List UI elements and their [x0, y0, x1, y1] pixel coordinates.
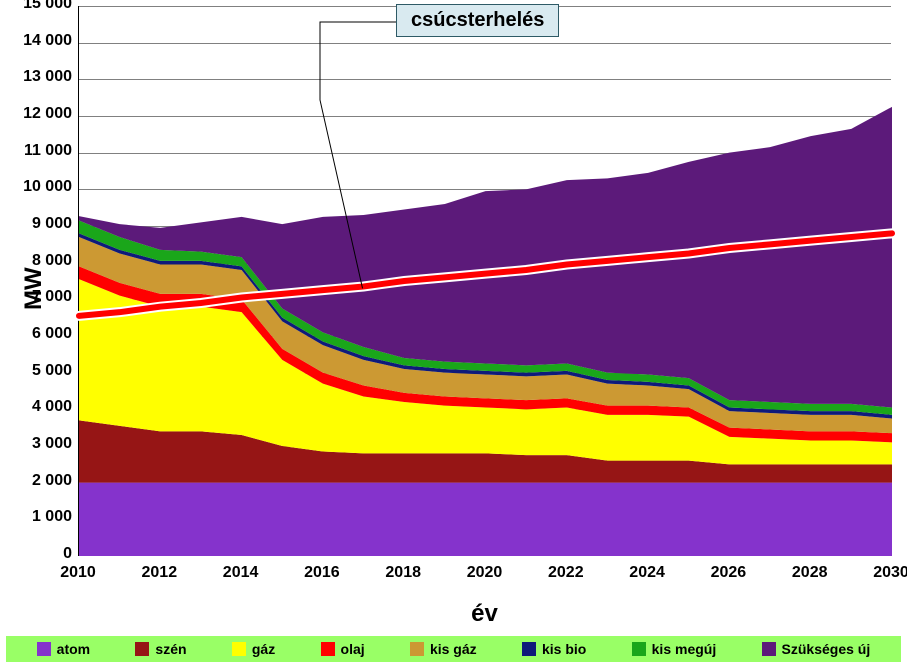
y-tick-label: 14 000 [2, 32, 72, 50]
legend-label: kis gáz [430, 641, 477, 657]
x-tick-label: 2018 [373, 564, 433, 582]
x-tick-label: 2020 [455, 564, 515, 582]
legend-swatch-icon [37, 642, 51, 656]
y-tick-label: 2 000 [2, 472, 72, 490]
x-tick-label: 2024 [617, 564, 677, 582]
legend-item-olaj: olaj [321, 641, 365, 657]
legend-label: atom [57, 641, 90, 657]
stacked-area-svg [79, 6, 892, 556]
y-tick-label: 4 000 [2, 398, 72, 416]
legend-item-szukseges_uj: Szükséges új [762, 641, 871, 657]
legend-label: kis megúj [652, 641, 717, 657]
y-tick-label: 5 000 [2, 362, 72, 380]
y-tick-label: 12 000 [2, 105, 72, 123]
legend-item-kis_bio: kis bio [522, 641, 586, 657]
x-tick-label: 2028 [780, 564, 840, 582]
x-tick-label: 2016 [292, 564, 352, 582]
y-tick-label: 13 000 [2, 68, 72, 86]
x-axis-label: év [78, 600, 891, 628]
x-tick-label: 2014 [211, 564, 271, 582]
legend-swatch-icon [135, 642, 149, 656]
legend-label: gáz [252, 641, 275, 657]
y-tick-label: 7 000 [2, 288, 72, 306]
y-tick-label: 0 [2, 545, 72, 563]
legend-swatch-icon [632, 642, 646, 656]
legend-label: Szükséges új [782, 641, 871, 657]
legend-swatch-icon [762, 642, 776, 656]
x-tick-label: 2022 [536, 564, 596, 582]
chart-container: MW 01 0002 0003 0004 0005 0006 0007 0008… [0, 0, 907, 667]
legend-item-szen: szén [135, 641, 186, 657]
x-tick-label: 2010 [48, 564, 108, 582]
y-tick-label: 3 000 [2, 435, 72, 453]
y-tick-label: 1 000 [2, 508, 72, 526]
area-atom [79, 483, 892, 556]
legend: atom szén gáz olaj kis gáz kis bio kis megúj Sz… [6, 636, 901, 662]
legend-item-kis_meguj: kis megúj [632, 641, 717, 657]
callout-label: csúcsterhelés [396, 4, 559, 37]
legend-label: olaj [341, 641, 365, 657]
legend-item-atom: atom [37, 641, 90, 657]
plot-area [78, 6, 891, 556]
y-tick-label: 15 000 [2, 0, 72, 13]
legend-swatch-icon [321, 642, 335, 656]
y-tick-label: 11 000 [2, 142, 72, 160]
y-tick-label: 9 000 [2, 215, 72, 233]
y-tick-label: 6 000 [2, 325, 72, 343]
legend-item-kis_gaz: kis gáz [410, 641, 477, 657]
legend-swatch-icon [522, 642, 536, 656]
legend-label: szén [155, 641, 186, 657]
legend-label: kis bio [542, 641, 586, 657]
x-tick-label: 2026 [698, 564, 758, 582]
y-tick-label: 10 000 [2, 178, 72, 196]
x-tick-label: 2012 [129, 564, 189, 582]
legend-swatch-icon [410, 642, 424, 656]
legend-item-gaz: gáz [232, 641, 275, 657]
callout-text: csúcsterhelés [411, 9, 544, 31]
y-tick-label: 8 000 [2, 252, 72, 270]
x-tick-label: 2030 [861, 564, 907, 582]
legend-swatch-icon [232, 642, 246, 656]
